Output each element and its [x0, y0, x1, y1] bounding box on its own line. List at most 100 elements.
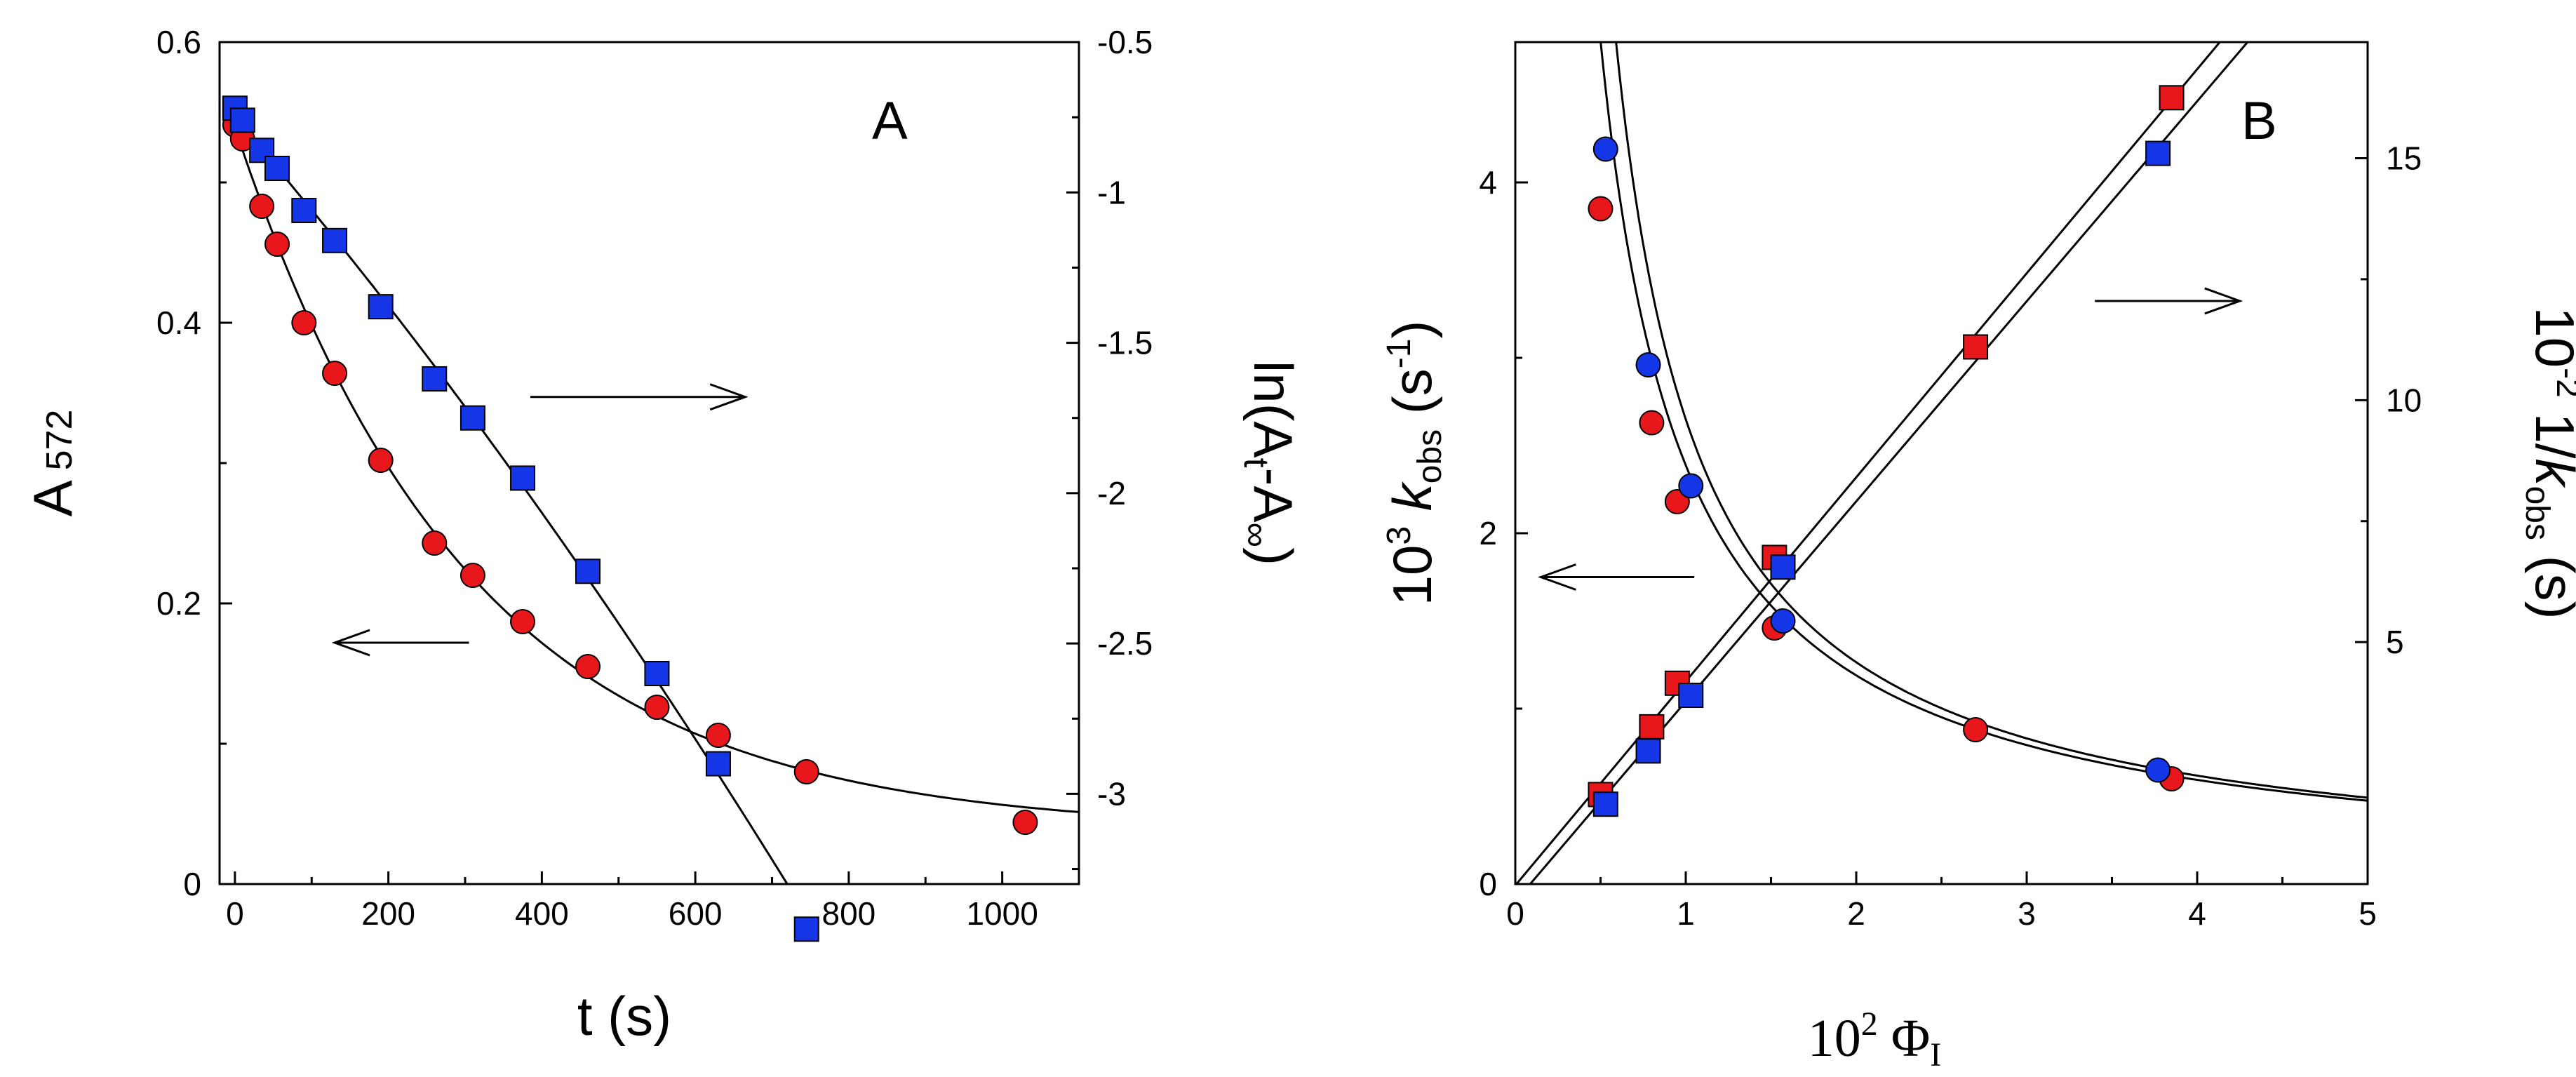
- panel-a-blue-square-point: [229, 107, 255, 133]
- panel-a: 0 200 400 600 800 1000 0 0.2 0.4 0.6 -0.5 -1 -1.5 -2 -…: [22, 24, 1304, 1047]
- yr-a: 10: [2524, 307, 2576, 368]
- panel-a-x-tick-label: 600: [669, 895, 723, 932]
- x-label-sup: 2: [1861, 1005, 1878, 1043]
- panel-a-y-right-tick-label: -1: [1097, 174, 1126, 210]
- panel-a-arrow-right-head: [709, 383, 749, 411]
- panel-b-markers: [1588, 85, 2185, 817]
- panel-b-blue-square-point: [1592, 791, 1618, 817]
- panel-b-y-left-tick-label: 2: [1479, 515, 1497, 551]
- panel-a-blue-square-point: [575, 558, 601, 584]
- panel-a-blue-square-point: [249, 138, 275, 163]
- panel-b-y-right-tick-label: 10: [2386, 382, 2422, 418]
- panel-b-blue-circle-point: [1770, 608, 1796, 634]
- panel-a-red-circle-point: [264, 232, 290, 257]
- panel-a-y-right-tick-label: -2.5: [1097, 625, 1153, 662]
- yr-c: (s): [2524, 540, 2576, 620]
- panel-a-blue-square-point: [368, 294, 394, 320]
- panel-a-x-tick-label: 400: [515, 895, 569, 932]
- panel-b-x-tick-label: 3: [2018, 895, 2036, 932]
- yl-b: (s: [1381, 368, 1443, 429]
- yl-a: 10: [1381, 545, 1443, 606]
- panel-a-y-left-label: A 572: [22, 410, 83, 517]
- panel-b-x-tick-label: 5: [2359, 895, 2377, 932]
- panel-a-blue-square-point: [644, 661, 670, 686]
- y-right-label-mid: -A: [1242, 467, 1304, 522]
- panel-a-y-right-tick-label: -0.5: [1097, 24, 1153, 60]
- panel-b-red-square-point: [1639, 714, 1665, 740]
- panel-b-y-right-tick-label: 5: [2386, 624, 2404, 660]
- panel-b-x-tick-label: 4: [2188, 895, 2206, 932]
- panel-b-red-circle-point: [1588, 196, 1614, 222]
- panel-a-blue-square-point: [322, 227, 348, 253]
- panel-a-x-tick-label: 0: [226, 895, 244, 932]
- panel-b-x-tick-label: 2: [1847, 895, 1865, 932]
- panel-a-x-tick-label: 200: [361, 895, 415, 932]
- panel-a-red-circle-point: [322, 361, 348, 386]
- panel-b-linear-fit-blue: [1529, 42, 2249, 884]
- panel-b-ticks: 0 1 2 3 4 5 0 2 4 5 10 15: [1479, 140, 2422, 932]
- x-label-sub: I: [1930, 1036, 1941, 1073]
- panel-a-red-circle-point: [705, 723, 731, 748]
- panel-a-y-right-tick-label: -3: [1097, 775, 1126, 812]
- panel-a-ticks: 0 200 400 600 800 1000 0 0.2 0.4 0.6 -0.5 -1 -1.5 -2 -…: [156, 24, 1153, 932]
- panel-a-y-right-label: ln(At-A∞): [1237, 361, 1304, 566]
- yl-sup2: -1: [1381, 339, 1418, 369]
- y-right-label-sub1: t: [1237, 458, 1276, 468]
- panel-b-y-left-label: 103 kobs (s-1): [1381, 321, 1449, 606]
- yl-sup: 3: [1381, 526, 1418, 545]
- panel-b-y-left-tick-label: 0: [1479, 866, 1497, 902]
- yr-b: 1/: [2524, 398, 2576, 459]
- panel-a-red-circle-point: [510, 609, 536, 634]
- yl-k: k: [1381, 481, 1443, 526]
- panel-a-red-circle-point: [1012, 810, 1038, 835]
- panel-a-x-tick-label: 800: [822, 895, 876, 932]
- panel-b-x-tick-label: 0: [1506, 895, 1524, 932]
- y-left-label-main: A: [22, 480, 83, 516]
- panel-a-blue-square-point: [705, 751, 731, 777]
- panel-a-label: A: [872, 91, 908, 151]
- panel-a-y-left-tick-label: 0: [183, 866, 201, 902]
- panel-b-y-right-label: 10-2 1/kobs (s): [2518, 307, 2576, 619]
- panel-a-y-left-tick-label: 0.2: [156, 585, 201, 622]
- panel-b-arrow-left-head: [1538, 563, 1576, 591]
- panel-b-label: B: [2241, 91, 2277, 151]
- panel-a-blue-square-point: [459, 405, 485, 431]
- y-right-label-end: ): [1242, 547, 1304, 566]
- panel-a-y-left-tick-label: 0.4: [156, 305, 201, 341]
- panel-a-blue-square-point: [510, 465, 536, 491]
- panel-b-blue-circle-point: [1678, 473, 1704, 499]
- panel-a-blue-square-point: [422, 366, 448, 392]
- panel-b-x-axis-label: 102 ΦI: [1808, 1005, 1942, 1073]
- panel-a-arrows: [331, 383, 749, 657]
- yr-sup: -2: [2549, 368, 2576, 398]
- panel-a-red-circle-point: [291, 310, 317, 335]
- panel-a-y-left-tick-label: 0.6: [156, 24, 201, 60]
- yr-k: k: [2524, 459, 2576, 489]
- panel-b-y-right-tick-label: 15: [2386, 140, 2422, 177]
- panel-a-blue-square-point: [291, 198, 317, 223]
- panel-a-fit-blue: [234, 118, 789, 884]
- panel-a-frame: [218, 41, 1080, 885]
- panel-b-fit-lines: [1515, 42, 2368, 884]
- panel-b-red-circle-point: [1963, 717, 1989, 742]
- panel-b-arrow-right-head: [2204, 287, 2243, 315]
- panel-b-y-left-tick-label: 4: [1479, 164, 1497, 201]
- panel-a-x-tick-label: 1000: [966, 895, 1038, 932]
- x-label-main: 10: [1808, 1009, 1861, 1068]
- panel-b-blue-square-point: [2145, 140, 2171, 166]
- panel-b-blue-circle-point: [1635, 352, 1661, 377]
- panel-b-arrows: [1538, 287, 2243, 591]
- panel-b-blue-square-point: [1635, 738, 1661, 764]
- panel-a-y-right-tick-label: -2: [1097, 475, 1126, 511]
- panel-a-red-circle-point: [575, 654, 601, 679]
- yr-sub: obs: [2518, 486, 2556, 540]
- panel-a-red-circle-point: [644, 695, 670, 720]
- panel-a-red-circle-point: [793, 759, 819, 784]
- y-right-label-sub2: ∞: [1237, 522, 1276, 547]
- panel-b-x-tick-label: 1: [1677, 895, 1695, 932]
- panel-b-blue-square-point: [1770, 554, 1796, 580]
- panel-b-blue-square-point: [1678, 683, 1704, 709]
- panel-b-red-circle-point: [1639, 410, 1665, 436]
- panel-b-blue-circle-point: [1592, 136, 1618, 162]
